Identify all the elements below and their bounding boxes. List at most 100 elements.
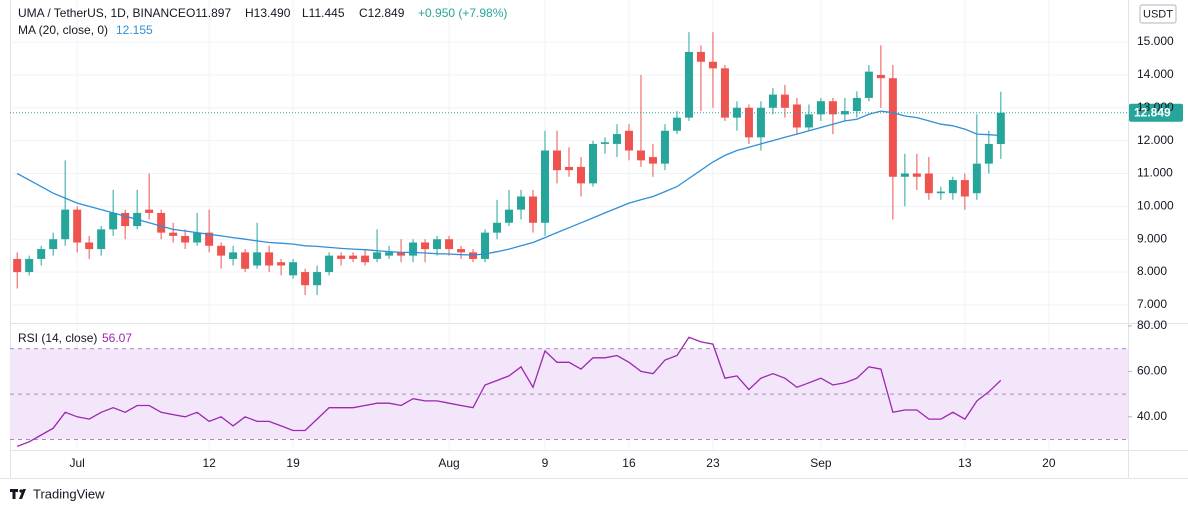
- last-price-label: 12.849: [1134, 105, 1171, 119]
- candle-body: [445, 239, 454, 250]
- candle-body: [85, 242, 94, 250]
- candle-body: [600, 142, 609, 144]
- candle-body: [349, 255, 358, 259]
- candle-body: [517, 196, 526, 210]
- candle-body: [217, 245, 226, 256]
- candle-body: [912, 173, 921, 177]
- candle-body: [481, 232, 490, 259]
- candle-body: [660, 130, 669, 164]
- candle-body: [337, 255, 346, 259]
- candle-body: [924, 173, 933, 194]
- y-tick-label: 10.000: [1137, 199, 1174, 213]
- candle-body: [109, 212, 118, 230]
- candle-body: [684, 51, 693, 118]
- candle-body: [25, 258, 34, 273]
- x-tick-label: 23: [706, 456, 720, 470]
- rsi-tick-label: 60.00: [1137, 364, 1167, 378]
- x-tick-label: 19: [286, 456, 300, 470]
- candle-body: [876, 74, 885, 79]
- y-tick-label: 8.000: [1137, 264, 1167, 278]
- candle-body: [421, 242, 430, 250]
- candle-body: [565, 166, 573, 171]
- candle-body: [265, 252, 274, 266]
- header-low: L11.445: [302, 6, 345, 20]
- candle-body: [553, 150, 562, 171]
- candle-body: [996, 112, 1005, 145]
- x-tick-label: 13: [958, 456, 972, 470]
- candle-body: [73, 209, 82, 243]
- candle-body: [541, 150, 550, 223]
- candle-body: [648, 157, 657, 164]
- candle-body: [325, 255, 334, 273]
- candle-body: [373, 252, 382, 259]
- candle-body: [624, 130, 633, 151]
- candle-body: [576, 166, 585, 184]
- candle-body: [588, 143, 597, 184]
- candle-body: [157, 212, 166, 233]
- candle-body: [948, 180, 957, 194]
- last-price-box: [1129, 103, 1183, 122]
- y-tick-label: 12.000: [1137, 133, 1174, 147]
- candle-body: [493, 222, 502, 233]
- candle-body: [253, 252, 262, 266]
- rsi-value: 56.07: [102, 331, 132, 345]
- y-tick-label: 7.000: [1137, 297, 1167, 311]
- candle-body: [792, 104, 801, 128]
- candle-body: [828, 101, 837, 115]
- brand: TradingView: [33, 486, 105, 501]
- candle-body: [289, 262, 298, 276]
- y-tick-label: 11.000: [1137, 166, 1173, 180]
- rsi-tick-label: 80.00: [1137, 318, 1167, 332]
- header-symbol: UMA / TetherUS, 1D, BINANCE: [18, 6, 186, 20]
- candle-body: [241, 252, 250, 269]
- candle-body: [505, 209, 514, 223]
- candle-body: [121, 212, 130, 227]
- candle-body: [181, 235, 190, 243]
- x-tick-label: 20: [1042, 456, 1056, 470]
- candle-body: [636, 150, 645, 161]
- y-tick-label: 13.000: [1137, 100, 1174, 114]
- candle-body: [852, 97, 861, 112]
- candle-body: [816, 101, 825, 115]
- candle-body: [313, 272, 322, 286]
- candle-body: [888, 78, 897, 177]
- candle-body: [457, 249, 466, 253]
- candle-body: [61, 209, 70, 240]
- header-open: O11.897: [186, 6, 231, 20]
- candle-body: [409, 242, 418, 256]
- candle-body: [900, 173, 909, 177]
- candle-body: [13, 258, 22, 273]
- header-change: +0.950 (+7.98%): [418, 6, 507, 20]
- y-tick-label: 14.000: [1137, 67, 1174, 81]
- candle-body: [672, 117, 681, 131]
- x-tick-label: 16: [622, 456, 636, 470]
- x-tick-label: 9: [542, 456, 549, 470]
- candle-body: [936, 191, 945, 194]
- candle-body: [169, 232, 178, 236]
- candle-body: [433, 239, 442, 250]
- candle-body: [984, 143, 993, 164]
- candle-body: [385, 252, 394, 256]
- header-close: C12.849: [359, 6, 405, 20]
- y-tick-label: 15.000: [1137, 34, 1174, 48]
- x-tick-label: Aug: [438, 456, 459, 470]
- ma-label: MA (20, close, 0): [18, 23, 108, 37]
- ma-line: [16, 110, 1001, 256]
- candle-body: [529, 196, 538, 223]
- candle-body: [229, 252, 238, 259]
- candle-body: [97, 229, 106, 250]
- rsi-tick-label: 40.00: [1137, 409, 1167, 423]
- rsi-line: [16, 336, 1002, 448]
- candle-body: [804, 114, 813, 128]
- candle-body: [960, 180, 969, 197]
- y-tick-label: 9.000: [1137, 231, 1167, 245]
- candle-body: [397, 252, 406, 256]
- candle-body: [720, 68, 729, 118]
- candle-body: [205, 232, 214, 246]
- ma-value: 12.155: [116, 23, 153, 37]
- header-high: H13.490: [245, 6, 291, 20]
- candle-body: [277, 262, 286, 266]
- candle-body: [301, 272, 310, 286]
- currency-box[interactable]: [1139, 4, 1177, 24]
- candle-body: [49, 239, 58, 250]
